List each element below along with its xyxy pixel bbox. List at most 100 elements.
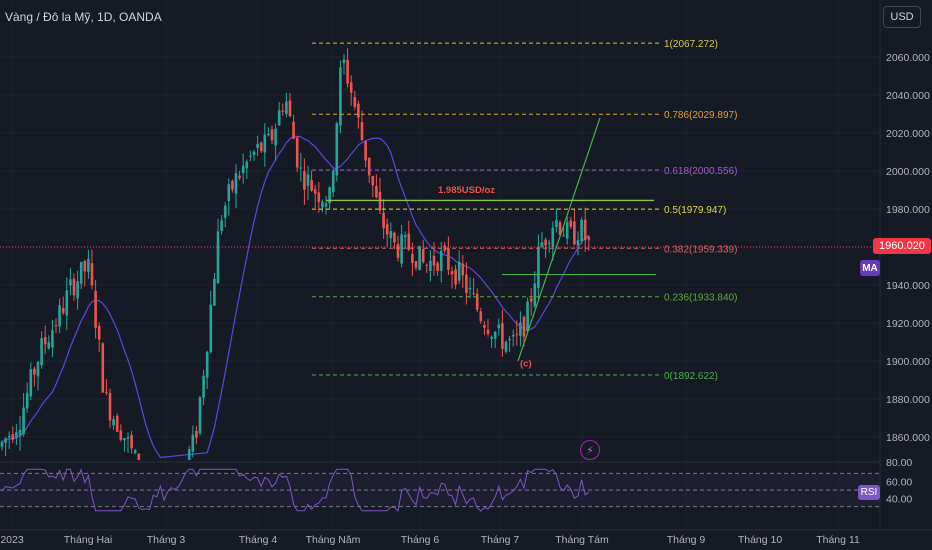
candle-body xyxy=(36,362,40,377)
candle-body xyxy=(573,221,576,245)
candle-body xyxy=(288,100,292,117)
currency-button[interactable]: USD xyxy=(883,6,921,28)
ma-badge[interactable]: MA xyxy=(860,260,880,276)
candle-body xyxy=(202,375,205,398)
candle-body xyxy=(29,369,33,397)
candle-body xyxy=(360,122,364,140)
candle-body xyxy=(475,294,479,310)
candle-body xyxy=(137,453,141,460)
candle-body xyxy=(533,283,537,307)
time-tick-label: Tháng Năm xyxy=(306,534,361,546)
candle-body xyxy=(389,231,393,239)
candle-body xyxy=(324,203,328,207)
price-tick-label: 1920.000 xyxy=(886,318,930,330)
candle-body xyxy=(580,219,583,241)
candle-body xyxy=(130,435,133,449)
time-tick-label: Tháng 9 xyxy=(667,534,706,546)
candle-body xyxy=(33,368,36,375)
candle-body xyxy=(317,192,321,202)
candle-body xyxy=(94,290,97,328)
candle-body xyxy=(353,97,357,107)
moving-average xyxy=(1,135,590,459)
rsi-tick-label: 80.00 xyxy=(886,457,912,469)
candle-body xyxy=(443,245,447,251)
candle-body xyxy=(69,279,72,286)
candle-body xyxy=(65,290,69,316)
candlesticks xyxy=(0,48,591,460)
candle-body xyxy=(529,298,533,302)
candle-body xyxy=(47,342,51,349)
candle-body xyxy=(115,415,119,432)
candle-body xyxy=(346,59,349,84)
trend-drawings: 1.985USD/oz (c) xyxy=(326,117,656,370)
candle-body xyxy=(299,167,303,169)
candle-body xyxy=(400,234,403,264)
price-tick-label: 1980.000 xyxy=(886,204,930,216)
trend-line xyxy=(517,117,601,362)
candle-body xyxy=(223,205,227,218)
candle-body xyxy=(231,180,234,190)
candle-body xyxy=(101,343,105,393)
rsi-tick-label: 40.00 xyxy=(886,493,912,505)
candle-body xyxy=(403,235,407,238)
rsi-pane: 60.00 40.00 80.00 xyxy=(0,457,912,512)
candle-body xyxy=(339,67,342,126)
candle-body xyxy=(551,227,555,248)
candle-body xyxy=(274,128,277,146)
price-tick-label: 1880.000 xyxy=(886,394,930,406)
price-tick-label: 2060.000 xyxy=(886,52,930,64)
candle-body xyxy=(198,397,202,434)
candle-body xyxy=(522,316,526,337)
candle-body xyxy=(51,330,54,348)
candle-body xyxy=(439,250,443,271)
candle-body xyxy=(306,174,310,186)
candle-body xyxy=(486,329,490,334)
time-tick-label: Tháng 10 xyxy=(738,534,783,546)
time-tick-label: Tháng Tám xyxy=(555,534,609,546)
candle-body xyxy=(123,438,126,441)
time-tick-label: Tháng 4 xyxy=(239,534,278,546)
candle-body xyxy=(249,155,252,157)
rsi-badge[interactable]: RSI xyxy=(858,485,880,500)
fib-level-label: 0.5(1979.947) xyxy=(664,205,726,216)
candle-body xyxy=(371,176,375,186)
candle-body xyxy=(25,392,29,409)
time-axis: 2023 Tháng Hai Tháng 3 Tháng 4 Tháng Năm Thán… xyxy=(0,529,932,546)
wave-label: (c) xyxy=(520,359,532,370)
candle-body xyxy=(209,304,213,353)
candle-body xyxy=(357,103,360,118)
candle-body xyxy=(281,110,285,112)
candle-body xyxy=(267,133,270,136)
candle-body xyxy=(508,338,511,341)
candle-body xyxy=(465,274,468,294)
candle-body xyxy=(349,82,353,93)
price-tick-label: 2000.000 xyxy=(886,166,930,178)
candle-body xyxy=(504,341,508,352)
fib-level-label: 0.786(2029.897) xyxy=(664,110,737,121)
candle-body xyxy=(565,222,569,239)
ma-line xyxy=(1,135,590,459)
candle-body xyxy=(587,236,591,240)
lightning-icon[interactable]: ⚡ xyxy=(580,440,600,460)
candle-body xyxy=(58,305,61,327)
candle-body xyxy=(396,243,400,258)
candle-body xyxy=(87,258,90,272)
candle-body xyxy=(61,307,65,313)
candle-body xyxy=(515,334,519,336)
time-tick-label: Tháng 3 xyxy=(147,534,186,546)
candle-body xyxy=(493,331,497,339)
candle-body xyxy=(547,242,551,244)
candle-body xyxy=(40,338,43,366)
candle-body xyxy=(490,336,493,339)
candle-body xyxy=(335,123,339,176)
candle-body xyxy=(105,392,108,394)
candle-body xyxy=(414,261,418,268)
candle-body xyxy=(576,240,580,246)
candle-body xyxy=(292,121,295,139)
candle-body xyxy=(479,311,483,322)
symbol-title: Vàng / Đô la Mỹ, 1D, OANDA xyxy=(5,10,162,24)
candle-body xyxy=(295,137,299,168)
candle-body xyxy=(526,301,529,332)
candle-body xyxy=(15,432,18,438)
